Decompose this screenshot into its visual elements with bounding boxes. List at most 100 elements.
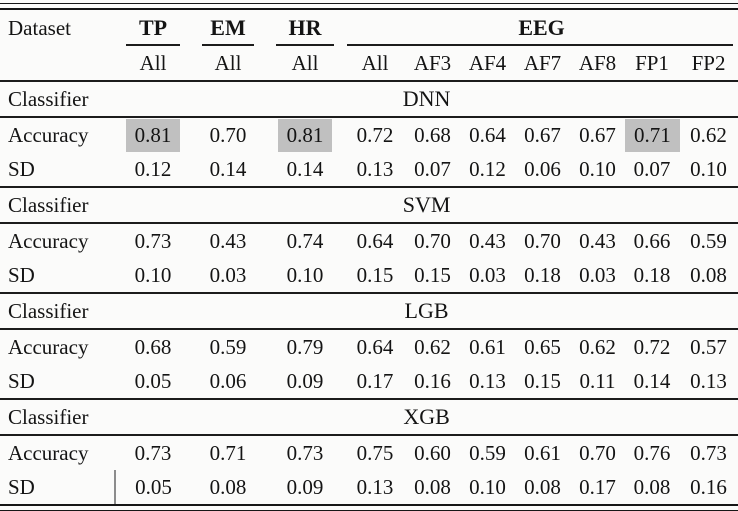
classifier-row-lgb: Classifier LGB	[0, 293, 738, 330]
accuracy-cell-lgb-fp1: 0.72	[633, 334, 671, 359]
group-header-hr: HR	[265, 10, 345, 46]
sd-cell-xgb-tp: 0.05	[135, 474, 172, 499]
sd-cell-svm-tp: 0.10	[115, 258, 191, 294]
sd-cell-svm-fp2: 0.08	[679, 258, 738, 294]
subheader-eeg-af7: AF7	[515, 46, 570, 82]
accuracy-row-xgb: Accuracy 0.73 0.71 0.73 0.75 0.60 0.59 0…	[0, 435, 738, 470]
accuracy-row-label: Accuracy	[8, 228, 89, 253]
sd-cell-dnn-af8: 0.10	[570, 152, 625, 188]
sd-row-xgb: SD 0.05 0.08 0.09 0.13 0.08 0.10 0.08 0.…	[0, 470, 738, 504]
accuracy-row-label: Accuracy	[8, 122, 89, 147]
sd-cell-svm-af4: 0.03	[460, 258, 515, 294]
sd-cell-dnn-af4: 0.12	[460, 152, 515, 188]
accuracy-cell-xgb-af3: 0.60	[414, 440, 451, 465]
classifier-name-dnn: DNN	[115, 81, 738, 118]
accuracy-cell-xgb-fp1: 0.76	[633, 440, 671, 465]
sd-cell-xgb-af4: 0.10	[469, 474, 506, 499]
group-header-tp: TP	[115, 10, 191, 46]
subheader-eeg-af8: AF8	[570, 46, 625, 82]
sd-cell-xgb-em: 0.08	[209, 474, 247, 499]
sd-cell-lgb-af3: 0.16	[405, 364, 460, 400]
sd-cell-dnn-fp1: 0.07	[625, 152, 679, 188]
accuracy-cell-dnn-eeg-all: 0.72	[356, 122, 394, 147]
classifier-name-lgb: LGB	[115, 293, 738, 330]
empty-corner-cell	[0, 46, 115, 82]
sd-row-dnn: SD 0.12 0.14 0.14 0.13 0.07 0.12 0.06 0.…	[0, 152, 738, 188]
sd-cell-svm-af7: 0.18	[515, 258, 570, 294]
accuracy-cell-xgb-fp2: 0.73	[690, 440, 727, 465]
accuracy-cell-lgb-tp: 0.68	[134, 334, 172, 359]
subheader-eeg-af3: AF3	[405, 46, 460, 82]
header-row-groups: Dataset TP EM HR EEG	[0, 10, 738, 46]
subheader-em-all: All	[191, 46, 265, 82]
sd-cell-dnn-fp2: 0.10	[679, 152, 738, 188]
accuracy-cell-dnn-hr: 0.81	[265, 117, 345, 152]
sd-cell-lgb-tp: 0.05	[115, 364, 191, 400]
header-row-subcolumns: All All All All AF3 AF4 AF7 AF8 FP1 FP2	[0, 46, 738, 82]
accuracy-row-label: Accuracy	[8, 334, 89, 359]
accuracy-cell-lgb-hr: 0.79	[286, 334, 324, 359]
sd-cell-svm-hr: 0.10	[265, 258, 345, 294]
subheader-eeg-all: All	[345, 46, 405, 82]
sd-cell-lgb-hr: 0.09	[265, 364, 345, 400]
sd-cell-lgb-fp1: 0.14	[625, 364, 679, 400]
subheader-tp-all: All	[115, 46, 191, 82]
classifier-row-xgb: Classifier XGB	[0, 399, 738, 436]
accuracy-cell-xgb-eeg-all: 0.75	[356, 440, 394, 465]
classifier-row-svm: Classifier SVM	[0, 187, 738, 224]
highlight-box: 0.81	[125, 118, 181, 152]
highlight-box: 0.81	[277, 118, 333, 152]
accuracy-cell-svm-fp1: 0.66	[633, 228, 671, 253]
sd-row-label: SD	[0, 364, 115, 400]
sd-row-label: SD	[0, 470, 116, 504]
accuracy-cell-lgb-af3: 0.62	[414, 334, 451, 359]
accuracy-cell-lgb-af7: 0.65	[524, 334, 561, 359]
sd-cell-svm-af8: 0.03	[570, 258, 625, 294]
accuracy-cell-lgb-eeg-all: 0.64	[356, 334, 394, 359]
accuracy-cell-svm-fp2: 0.59	[690, 228, 727, 253]
sd-row-label: SD	[0, 152, 115, 188]
accuracy-cell-dnn-af4: 0.64	[469, 122, 506, 147]
classifier-name-svm: SVM	[115, 187, 738, 224]
accuracy-cell-lgb-fp2: 0.57	[690, 334, 727, 359]
table-bottom-rule	[0, 504, 738, 511]
sd-cell-xgb-af7: 0.08	[524, 474, 561, 499]
sd-cell-dnn-em: 0.14	[191, 152, 265, 188]
sd-cell-svm-eeg-all: 0.15	[345, 258, 405, 294]
sd-cell-lgb-em: 0.06	[191, 364, 265, 400]
accuracy-row-svm: Accuracy 0.73 0.43 0.74 0.64 0.70 0.43 0…	[0, 223, 738, 258]
accuracy-cell-xgb-af4: 0.59	[469, 440, 506, 465]
sd-cell-xgb-af8: 0.17	[579, 474, 616, 499]
sd-cell-dnn-af3: 0.07	[405, 152, 460, 188]
subheader-hr-all: All	[265, 46, 345, 82]
accuracy-cell-dnn-af7: 0.67	[524, 122, 561, 147]
sd-cell-lgb-fp2: 0.13	[679, 364, 738, 400]
accuracy-cell-svm-af3: 0.70	[414, 228, 451, 253]
sd-cell-svm-af3: 0.15	[405, 258, 460, 294]
sd-cell-xgb-hr: 0.09	[286, 474, 324, 499]
sd-row-svm: SD 0.10 0.03 0.10 0.15 0.15 0.03 0.18 0.…	[0, 258, 738, 294]
accuracy-cell-dnn-tp: 0.81	[115, 117, 191, 152]
sd-row-lgb: SD 0.05 0.06 0.09 0.17 0.16 0.13 0.15 0.…	[0, 364, 738, 400]
sd-cell-xgb-fp2: 0.16	[690, 474, 727, 499]
accuracy-cell-svm-af8: 0.43	[579, 228, 616, 253]
accuracy-row-lgb: Accuracy 0.68 0.59 0.79 0.64 0.62 0.61 0…	[0, 329, 738, 364]
accuracy-row-label: Accuracy	[8, 440, 89, 465]
accuracy-cell-xgb-hr: 0.73	[286, 440, 324, 465]
accuracy-cell-dnn-em: 0.70	[209, 122, 247, 147]
classifier-row-dnn: Classifier DNN	[0, 81, 738, 118]
accuracy-cell-lgb-af8: 0.62	[579, 334, 616, 359]
accuracy-cell-svm-hr: 0.74	[286, 228, 324, 253]
sd-cell-dnn-hr: 0.14	[265, 152, 345, 188]
accuracy-cell-dnn-fp1: 0.71	[625, 117, 680, 152]
accuracy-cell-dnn-af8: 0.67	[579, 122, 616, 147]
sd-cell-lgb-eeg-all: 0.17	[345, 364, 405, 400]
subheader-eeg-fp1: FP1	[625, 46, 679, 82]
sd-cell-lgb-af7: 0.15	[515, 364, 570, 400]
subheader-eeg-fp2: FP2	[679, 46, 738, 82]
sd-row-label: SD	[0, 258, 115, 294]
group-header-eeg: EEG	[345, 10, 738, 46]
sd-cell-xgb-fp1: 0.08	[633, 474, 671, 499]
sd-cell-lgb-af4: 0.13	[460, 364, 515, 400]
